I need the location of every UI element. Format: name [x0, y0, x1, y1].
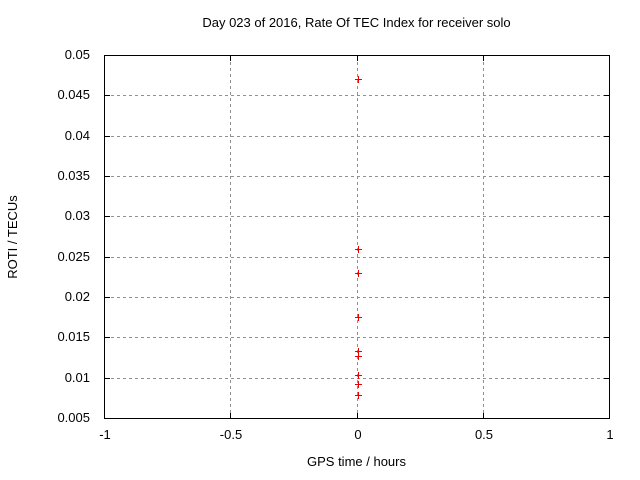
y-tick-mark	[105, 337, 110, 338]
y-tick-label: 0.025	[57, 249, 90, 264]
marker-stroke	[358, 246, 359, 253]
y-tick-mark	[105, 297, 110, 298]
marker-stroke	[358, 314, 359, 321]
y-tick-mark	[604, 216, 609, 217]
data-point-marker	[355, 353, 362, 360]
y-tick-mark	[105, 95, 110, 96]
x-tick-mark	[357, 413, 358, 418]
data-point-marker	[355, 314, 362, 321]
y-tick-label: 0.015	[57, 329, 90, 344]
y-tick-label: 0.02	[64, 289, 90, 304]
y-tick-label: 0.01	[64, 370, 90, 385]
y-tick-mark	[105, 257, 110, 258]
y-tick-mark	[604, 257, 609, 258]
marker-stroke	[358, 392, 359, 399]
x-tick-mark	[609, 413, 610, 418]
plot-area	[104, 55, 610, 419]
x-tick-mark	[104, 413, 105, 418]
marker-stroke	[358, 353, 359, 360]
grid-line-vertical	[483, 56, 484, 418]
y-tick-mark	[105, 176, 110, 177]
data-point-marker	[355, 381, 362, 388]
y-tick-label: 0.045	[57, 87, 90, 102]
y-tick-label: 0.04	[64, 128, 90, 143]
x-tick-mark	[483, 56, 484, 61]
x-tick-mark	[357, 56, 358, 61]
x-tick-label: -1	[99, 427, 111, 442]
x-tick-mark	[104, 56, 105, 61]
y-tick-mark	[604, 297, 609, 298]
y-tick-label: 0.03	[64, 208, 90, 223]
x-axis-label: GPS time / hours	[307, 454, 406, 469]
y-tick-mark	[604, 337, 609, 338]
x-tick-mark	[483, 413, 484, 418]
chart-title: Day 023 of 2016, Rate Of TEC Index for r…	[202, 15, 511, 30]
grid-line-vertical	[230, 56, 231, 418]
y-tick-mark	[604, 418, 609, 419]
y-tick-label: 0.035	[57, 168, 90, 183]
data-point-marker	[355, 246, 362, 253]
y-tick-mark	[604, 55, 609, 56]
y-tick-label: 0.005	[57, 410, 90, 425]
x-tick-label: 0	[354, 427, 362, 442]
x-tick-label: -0.5	[219, 427, 243, 442]
data-point-marker	[355, 392, 362, 399]
y-tick-mark	[105, 55, 110, 56]
x-tick-mark	[609, 56, 610, 61]
grid-line-vertical	[357, 56, 358, 418]
data-point-marker	[355, 76, 362, 83]
data-point-marker	[355, 372, 362, 379]
y-tick-mark	[105, 378, 110, 379]
y-tick-label: 0.05	[64, 47, 90, 62]
y-tick-mark	[604, 378, 609, 379]
y-tick-mark	[604, 95, 609, 96]
y-tick-mark	[105, 136, 110, 137]
x-tick-label: 1	[606, 427, 614, 442]
marker-stroke	[358, 270, 359, 277]
x-tick-mark	[230, 56, 231, 61]
y-tick-mark	[105, 418, 110, 419]
marker-stroke	[358, 76, 359, 83]
data-point-marker	[355, 348, 362, 355]
marker-stroke	[358, 348, 359, 355]
y-tick-mark	[604, 136, 609, 137]
marker-stroke	[358, 372, 359, 379]
y-tick-mark	[604, 176, 609, 177]
marker-stroke	[358, 381, 359, 388]
y-tick-mark	[105, 216, 110, 217]
x-tick-label: 0.5	[474, 427, 494, 442]
data-point-marker	[355, 270, 362, 277]
x-tick-mark	[230, 413, 231, 418]
